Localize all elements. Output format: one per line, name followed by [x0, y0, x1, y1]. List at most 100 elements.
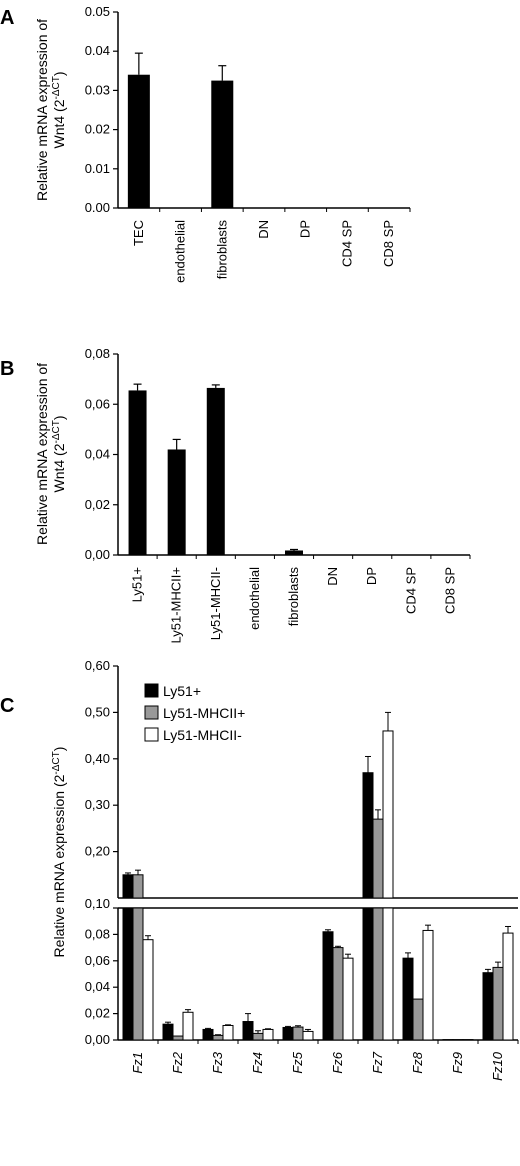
y-tick-label-c: 0,30 — [85, 797, 110, 812]
y-tick-label-b: 0,06 — [85, 396, 110, 411]
panel-a: A 0.00 0.01 0.02 0.03 0.04 0.05 TEC endothelial f… — [0, 4, 411, 283]
y-tick-label-c: 0,06 — [85, 953, 110, 968]
category-label-a: DP — [298, 220, 313, 238]
legend-swatch-Ly51-MHCII+ — [144, 705, 159, 720]
category-label-a: CD4 SP — [339, 220, 354, 267]
category-label-c: Fz4 — [250, 1052, 265, 1074]
y-tick-label-c: 0,20 — [85, 844, 110, 859]
panel-letter-a: A — [0, 7, 14, 29]
panel-letter-b: B — [0, 358, 14, 380]
category-label-b: Ly51-MHCII+ — [169, 567, 184, 643]
y-tick-label-a: 0.05 — [85, 4, 110, 19]
bar-b-fibroblasts — [285, 550, 303, 555]
category-label-b: DP — [364, 567, 379, 585]
category-label-b: Ly51+ — [130, 567, 145, 602]
category-label-b: Ly51-MHCII- — [208, 567, 223, 640]
bar-c-Fz6-Ly51+ — [322, 931, 334, 1041]
bar-c-Fz7-Ly51+ — [362, 907, 374, 1041]
category-label-a: TEC — [131, 220, 146, 246]
y-tick-label-c: 0,02 — [85, 1006, 110, 1021]
bar-b-Ly51-MHCII- — [206, 387, 225, 555]
bar-c-Fz5-Ly51-MHCII- — [302, 1030, 314, 1041]
bar-c-Fz5-Ly51-MHCII+ — [292, 1026, 304, 1041]
y-tick-label-a: 0.01 — [85, 161, 110, 176]
bar-c-Fz6-Ly51-MHCII+ — [332, 947, 344, 1041]
bar-c-Fz1-Ly51-MHCII+ — [132, 907, 144, 1041]
category-label-a: DN — [256, 220, 271, 239]
bar-c-Fz7-Ly51-MHCII+ — [372, 907, 384, 1041]
bar-b-Ly51-MHCII+ — [167, 449, 186, 555]
bar-c-Fz3-Ly51-MHCII+ — [212, 1034, 224, 1041]
bar-c-Fz7-Ly51-MHCII- — [382, 907, 394, 1041]
panel-letter-c: C — [0, 695, 14, 717]
category-label-c: Fz7 — [370, 1051, 385, 1073]
y-axis-label-b-2: Wnt4 (2-ΔCT) — [51, 415, 67, 492]
category-label-c: Fz9 — [450, 1052, 465, 1074]
category-label-b: DN — [325, 567, 340, 586]
bar-c-Fz6-Ly51-MHCII- — [342, 957, 354, 1041]
category-label-b: fibroblasts — [286, 567, 301, 627]
bar-a-fibroblasts — [211, 80, 234, 208]
bar-c-Fz8-Ly51+ — [402, 957, 414, 1041]
bar-c-Fz10-Ly51-MHCII- — [502, 932, 514, 1041]
y-tick-label-a: 0.00 — [85, 200, 110, 215]
y-tick-label-c: 0,00 — [85, 1032, 110, 1047]
legend-label-Ly51+: Ly51+ — [163, 683, 201, 699]
bar-c-Fz5-Ly51+ — [282, 1026, 294, 1041]
bar-c-upper-Fz7-Ly51-MHCII+ — [372, 818, 384, 899]
bar-c-Fz2-Ly51+ — [162, 1023, 174, 1041]
category-label-a: fibroblasts — [214, 220, 229, 280]
bar-c-upper-Fz7-Ly51-MHCII- — [382, 730, 394, 899]
bar-c-Fz4-Ly51-MHCII- — [262, 1028, 274, 1041]
y-tick-label-b: 0,04 — [85, 447, 110, 462]
bar-c-Fz3-Ly51+ — [202, 1028, 214, 1041]
y-tick-label-c: 0,08 — [85, 926, 110, 941]
bar-c-Fz10-Ly51-MHCII+ — [492, 966, 504, 1041]
category-label-a: CD8 SP — [381, 220, 396, 267]
bar-a-TEC — [127, 74, 150, 208]
bar-c-Fz3-Ly51-MHCII- — [222, 1024, 234, 1041]
category-label-b: CD8 SP — [442, 567, 457, 614]
y-axis-label-b-1: Relative mRNA expression of — [34, 363, 50, 545]
bar-c-upper-Fz1-Ly51-MHCII+ — [132, 874, 144, 899]
y-tick-label-c: 0,04 — [85, 979, 110, 994]
y-tick-label-b: 0,00 — [85, 547, 110, 562]
legend-swatch-Ly51+ — [144, 683, 159, 698]
y-tick-label-c: 0,50 — [85, 704, 110, 719]
category-label-c: Fz3 — [210, 1051, 225, 1073]
y-tick-label-a: 0.03 — [85, 82, 110, 97]
y-axis-label-a-2: Wnt4 (2-ΔCT) — [51, 71, 67, 148]
category-label-c: Fz5 — [290, 1051, 305, 1073]
bar-c-Fz2-Ly51-MHCII- — [182, 1011, 194, 1041]
y-tick-label-b: 0,08 — [85, 346, 110, 361]
bar-c-Fz8-Ly51-MHCII+ — [412, 998, 424, 1041]
panel-c: C 0,00 0,02 0,04 0,06 0,08 0,10 0,20 0,30 0,40 0,5… — [0, 658, 519, 1081]
category-label-b: endothelial — [247, 567, 262, 630]
bar-c-upper-Fz7-Ly51+ — [362, 772, 374, 899]
y-tick-label-c: 0,10 — [85, 896, 110, 911]
bar-c-upper-Fz1-Ly51+ — [122, 874, 134, 899]
y-tick-label-a: 0.04 — [85, 43, 110, 58]
y-tick-label-c: 0,40 — [85, 751, 110, 766]
bar-c-Fz10-Ly51+ — [482, 972, 494, 1041]
bar-c-Fz8-Ly51-MHCII- — [422, 929, 434, 1041]
category-label-c: Fz6 — [330, 1051, 345, 1073]
category-label-b: CD4 SP — [403, 567, 418, 614]
category-label-c: Fz1 — [130, 1052, 145, 1074]
bar-c-Fz2-Ly51-MHCII+ — [172, 1035, 184, 1041]
bar-b-Ly51+ — [128, 390, 147, 555]
category-label-c: Fz8 — [410, 1051, 425, 1073]
bar-c-Fz4-Ly51-MHCII+ — [252, 1032, 264, 1041]
y-axis-label-c: Relative mRNA expression (2-ΔCT) — [51, 747, 67, 958]
y-tick-label-a: 0.02 — [85, 122, 110, 137]
y-tick-label-b: 0,02 — [85, 497, 110, 512]
category-label-c: Fz2 — [170, 1051, 185, 1073]
legend-label-Ly51-MHCII+: Ly51-MHCII+ — [163, 705, 245, 721]
y-axis-label-a-1: Relative mRNA expression of — [34, 19, 50, 201]
y-tick-label-c: 0,60 — [85, 658, 110, 673]
bar-c-Fz1-Ly51+ — [122, 907, 134, 1041]
category-label-a: endothelial — [173, 220, 188, 283]
legend-label-Ly51-MHCII-: Ly51-MHCII- — [163, 727, 242, 743]
bar-c-Fz4-Ly51+ — [242, 1021, 254, 1041]
